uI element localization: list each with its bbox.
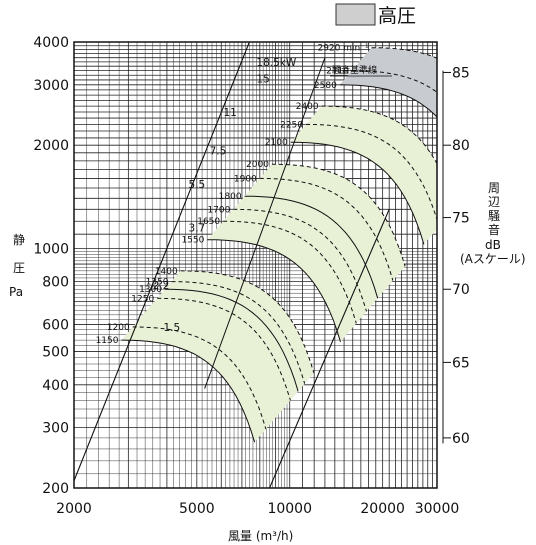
y-tick-label: 3000 bbox=[33, 78, 69, 94]
y-axis-label-2: 圧 bbox=[13, 261, 25, 275]
speed-curve bbox=[271, 163, 406, 267]
y2-axis-label-2: 辺 bbox=[488, 195, 500, 209]
rpm-label: 1900 bbox=[234, 174, 257, 184]
speed-curves bbox=[121, 47, 437, 443]
y-tick-label: 1000 bbox=[33, 241, 69, 257]
speed-curve bbox=[132, 326, 267, 430]
rpm-label: 2000 bbox=[246, 160, 269, 170]
rpm-label: 1800 bbox=[219, 192, 242, 202]
speed-curve bbox=[259, 177, 394, 281]
x-tick-label: 30000 bbox=[415, 501, 460, 517]
x-axis-ticks: 2000 5000 10000 20000 30000 bbox=[56, 501, 459, 517]
kw-label: 2.2 bbox=[153, 280, 170, 292]
speed-curve bbox=[244, 195, 379, 299]
y-tick-label: 600 bbox=[42, 317, 69, 333]
rpm-label: 2920 min⁻¹ bbox=[317, 44, 368, 54]
y-tick-label: 2000 bbox=[33, 138, 69, 154]
y2-tick-label: 80 bbox=[452, 138, 470, 154]
y2-tick-label: 65 bbox=[452, 355, 470, 371]
motor-bands bbox=[121, 47, 437, 443]
y2-tick-label: 85 bbox=[452, 65, 470, 81]
x-tick-label: 5000 bbox=[179, 501, 215, 517]
noise-lines bbox=[74, 42, 390, 488]
y-axis-ticks: 200 300 400 500 600 800 1000 2000 3000 4000 bbox=[33, 35, 69, 497]
y2-axis-unit: dB bbox=[485, 238, 501, 252]
system-line-right bbox=[269, 209, 390, 488]
motor-band bbox=[207, 164, 406, 342]
rpm-label: 1650 bbox=[197, 217, 220, 227]
y2-axis-label-1: 周 bbox=[488, 181, 500, 195]
y-tick-label: 200 bbox=[42, 481, 69, 497]
speed-curve bbox=[207, 239, 341, 342]
y-tick-label: 500 bbox=[42, 345, 69, 361]
speed-curve bbox=[290, 141, 425, 245]
y2-axis-unit-scale: (Aスケール) bbox=[460, 252, 526, 266]
y-axis-label-3: Pa bbox=[9, 285, 23, 299]
x-tick-label: 2000 bbox=[56, 501, 92, 517]
rpm-label: 1150 bbox=[96, 336, 119, 346]
speed-curve bbox=[121, 339, 256, 443]
x-tick-label: 20000 bbox=[360, 501, 405, 517]
rpm-label: 2710 bbox=[326, 67, 349, 77]
motor-band bbox=[121, 270, 314, 443]
x-tick-label: 10000 bbox=[267, 501, 312, 517]
legend-swatch bbox=[335, 3, 376, 26]
kw-label: 3.7 bbox=[189, 223, 206, 235]
rpm-label: 2250 bbox=[280, 120, 303, 130]
kw-label: 7.5 bbox=[210, 145, 227, 157]
noise-reference-label: 騒音基準線 bbox=[332, 64, 377, 76]
y-tick-label: 800 bbox=[42, 275, 69, 291]
rpm-label: 1550 bbox=[181, 236, 204, 246]
rpm-label: 1350 bbox=[146, 278, 169, 288]
y2-tick-label: 70 bbox=[452, 282, 470, 298]
system-line-left bbox=[74, 42, 250, 481]
kw-label: 18.5kW bbox=[256, 57, 296, 69]
y2-axis-ticks: 85 80 75 70 65 60 bbox=[442, 65, 470, 447]
rpm-label: 1200 bbox=[107, 323, 130, 333]
rpm-label: 2400 bbox=[296, 102, 319, 112]
y-tick-label: 4000 bbox=[33, 35, 69, 51]
y-tick-label: 300 bbox=[42, 421, 69, 437]
plot-frame bbox=[73, 41, 438, 489]
rpm-label: 1300 bbox=[139, 285, 162, 295]
kw-label: 15 bbox=[256, 73, 269, 85]
rpm-label: 2580 bbox=[314, 81, 337, 91]
y-axis-label-1: 静 bbox=[13, 233, 25, 247]
speed-curve bbox=[164, 288, 299, 392]
speed-curve bbox=[321, 105, 437, 165]
speed-curve bbox=[157, 297, 291, 401]
speed-curve bbox=[171, 281, 306, 384]
motor-band bbox=[290, 106, 437, 245]
kw-label: 1.5 bbox=[164, 322, 181, 334]
legend-label: 高圧 bbox=[378, 5, 416, 27]
y2-tick-label: 60 bbox=[452, 431, 470, 447]
noise-line bbox=[204, 57, 326, 389]
speed-curve bbox=[180, 270, 315, 374]
kw-label: 5.5 bbox=[189, 179, 206, 191]
speed-curve bbox=[351, 70, 437, 93]
rpm-label: 2100 bbox=[265, 138, 288, 148]
speed-curve bbox=[305, 123, 437, 222]
y2-axis-label-3: 騒 bbox=[488, 209, 500, 223]
rpm-label: 1400 bbox=[155, 267, 178, 277]
y2-axis-label-4: 音 bbox=[488, 222, 500, 237]
kw-label: 11 bbox=[223, 107, 236, 119]
speed-curve bbox=[223, 220, 357, 324]
rpm-label: 1700 bbox=[207, 205, 230, 215]
y-tick-label: 400 bbox=[42, 378, 69, 394]
rpm-label: 1250 bbox=[131, 294, 154, 304]
motor-band bbox=[339, 47, 437, 118]
speed-curve bbox=[339, 84, 437, 118]
y2-tick-label: 75 bbox=[452, 211, 470, 227]
speed-curve bbox=[233, 208, 367, 312]
kw-labels: 1.5 2.2 3.7 5.5 7.5 11 15 18.5kW bbox=[153, 57, 297, 334]
x-axis-label: 風量 (m³/h) bbox=[228, 529, 293, 543]
